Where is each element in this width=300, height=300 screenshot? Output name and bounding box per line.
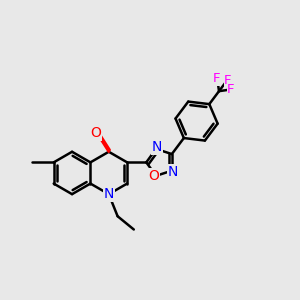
- Text: N: N: [167, 165, 178, 179]
- Text: F: F: [213, 72, 220, 85]
- Text: F: F: [224, 74, 232, 87]
- Text: O: O: [148, 169, 159, 183]
- Text: O: O: [91, 126, 102, 140]
- Text: N: N: [152, 140, 162, 154]
- Text: N: N: [103, 187, 114, 201]
- Text: F: F: [227, 83, 235, 96]
